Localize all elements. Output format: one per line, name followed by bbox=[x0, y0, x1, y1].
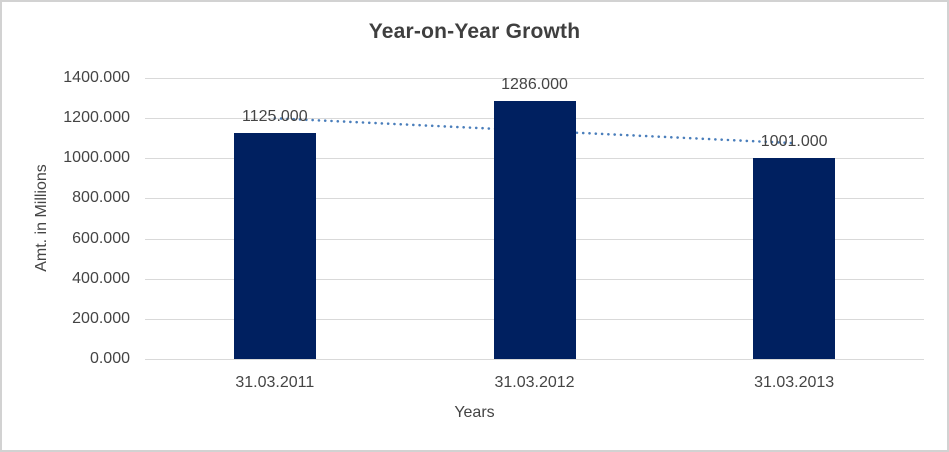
y-axis-title: Amt. in Millions bbox=[33, 164, 50, 272]
x-category-label: 31.03.2012 bbox=[494, 374, 575, 391]
y-tick-label: 0.000 bbox=[89, 350, 130, 367]
y-tick-label: 1400.000 bbox=[63, 69, 130, 86]
bar-31.03.2012 bbox=[493, 100, 576, 359]
x-category-label: 31.03.2013 bbox=[754, 374, 835, 391]
y-tick-label: 400.000 bbox=[72, 269, 130, 287]
gridline bbox=[145, 78, 924, 79]
y-tick-label: 800.000 bbox=[72, 189, 130, 207]
bar-31.03.2011 bbox=[233, 133, 316, 359]
y-tick-label: 200.000 bbox=[72, 309, 130, 327]
x-axis-title: Years bbox=[454, 404, 495, 421]
y-tick-label: 1000.000 bbox=[63, 149, 130, 167]
data-label: 1125.000 bbox=[242, 108, 308, 126]
x-category-label: 31.03.2011 bbox=[235, 374, 315, 391]
y-tick-label: 1200.000 bbox=[63, 109, 130, 127]
gridline bbox=[145, 359, 924, 360]
chart-title: Year-on-Year Growth bbox=[368, 20, 581, 43]
y-tick-label: 600.000 bbox=[72, 229, 130, 247]
data-label: 1001.000 bbox=[760, 133, 828, 151]
bar-31.03.2013 bbox=[753, 158, 836, 359]
data-label: 1286.000 bbox=[501, 75, 568, 93]
